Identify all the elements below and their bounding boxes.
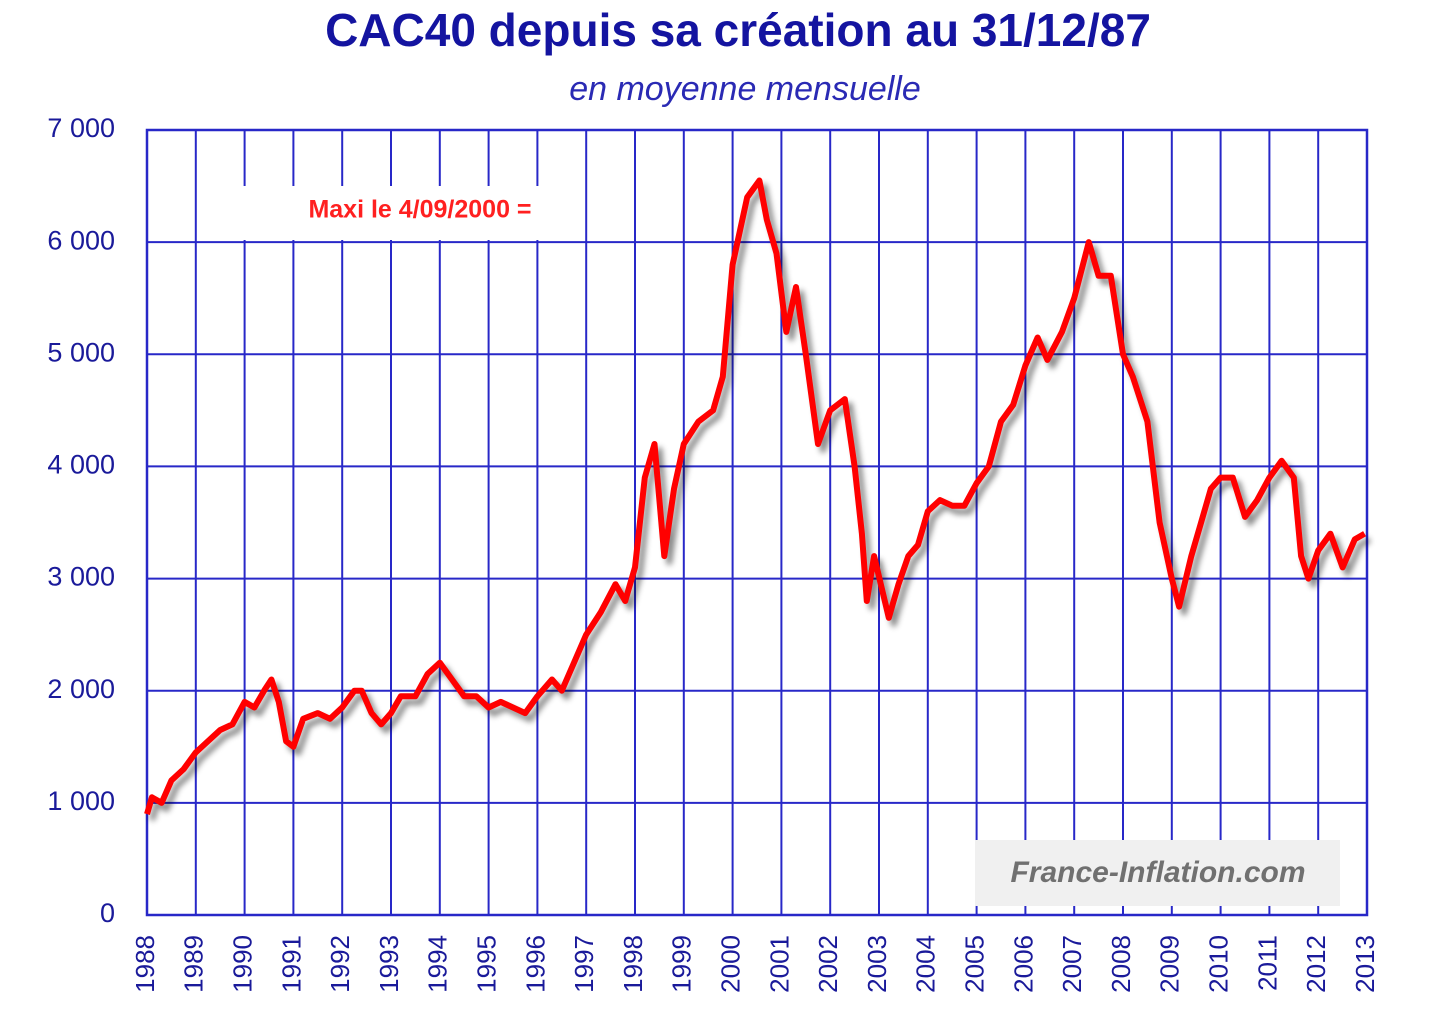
x-tick-label: 1999 xyxy=(667,935,697,993)
annotation: Maxi le 4/09/2000 = xyxy=(308,196,531,224)
y-tick-label: 5 000 xyxy=(47,337,115,367)
chart-subtitle: en moyenne mensuelle xyxy=(569,70,921,108)
x-tick-label: 2005 xyxy=(959,935,989,993)
y-tick-label: 0 xyxy=(100,898,115,928)
x-tick-label: 2001 xyxy=(764,935,794,993)
x-tick-label: 2010 xyxy=(1203,935,1233,993)
x-tick-label: 1996 xyxy=(520,935,550,993)
x-tick-label: 2000 xyxy=(715,935,745,993)
x-tick-label: 2003 xyxy=(862,935,892,993)
x-tick-label: 2007 xyxy=(1057,935,1087,993)
grid xyxy=(145,128,1369,917)
y-tick-label: 1 000 xyxy=(47,786,115,816)
y-tick-label: 3 000 xyxy=(47,562,115,592)
plot-frame xyxy=(145,128,1369,917)
x-tick-label: 1997 xyxy=(569,935,599,993)
y-tick-label: 2 000 xyxy=(47,674,115,704)
y-tick-label: 4 000 xyxy=(47,450,115,480)
x-tick-label: 1994 xyxy=(423,935,453,993)
data-line xyxy=(144,177,1367,815)
y-tick-label: 7 000 xyxy=(47,113,115,143)
x-tick-label: 1989 xyxy=(179,935,209,993)
x-tick-label: 1991 xyxy=(276,935,306,993)
x-tick-label: 1993 xyxy=(374,935,404,993)
x-tick-label: 2013 xyxy=(1350,935,1380,993)
y-tick-label: 6 000 xyxy=(47,225,115,255)
watermark: France-Inflation.com xyxy=(1010,856,1305,889)
x-tick-label: 1990 xyxy=(227,935,257,993)
x-tick-label: 2009 xyxy=(1155,935,1185,993)
x-tick-label: 2011 xyxy=(1252,935,1282,991)
x-tick-label: 2002 xyxy=(813,935,843,993)
x-tick-label: 2004 xyxy=(911,935,941,993)
x-tick-label: 1992 xyxy=(325,935,355,993)
x-tick-label: 2008 xyxy=(1106,935,1136,993)
x-tick-label: 1995 xyxy=(471,935,501,993)
x-tick-label: 2012 xyxy=(1301,935,1331,993)
chart-title: CAC40 depuis sa création au 31/12/87 xyxy=(325,4,1151,56)
watermark-box xyxy=(975,840,1340,906)
annotation-box xyxy=(240,186,585,240)
x-tick-label: 1988 xyxy=(130,935,160,993)
x-tick-label: 2006 xyxy=(1008,935,1038,993)
x-tick-label: 1998 xyxy=(618,935,648,993)
